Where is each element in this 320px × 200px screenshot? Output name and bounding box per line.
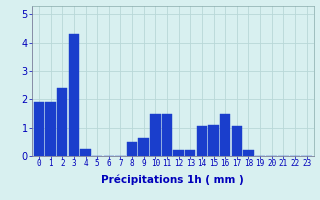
Bar — [232, 126, 242, 156]
Bar — [57, 88, 68, 156]
Bar — [69, 34, 79, 156]
Bar — [150, 114, 161, 156]
Bar — [185, 150, 196, 156]
Bar — [197, 126, 207, 156]
Bar — [162, 114, 172, 156]
Bar — [34, 102, 44, 156]
Bar — [80, 149, 91, 156]
X-axis label: Précipitations 1h ( mm ): Précipitations 1h ( mm ) — [101, 174, 244, 185]
Bar — [45, 102, 56, 156]
Bar — [208, 125, 219, 156]
Bar — [173, 150, 184, 156]
Bar — [243, 150, 254, 156]
Bar — [220, 114, 230, 156]
Bar — [127, 142, 137, 156]
Bar — [139, 138, 149, 156]
